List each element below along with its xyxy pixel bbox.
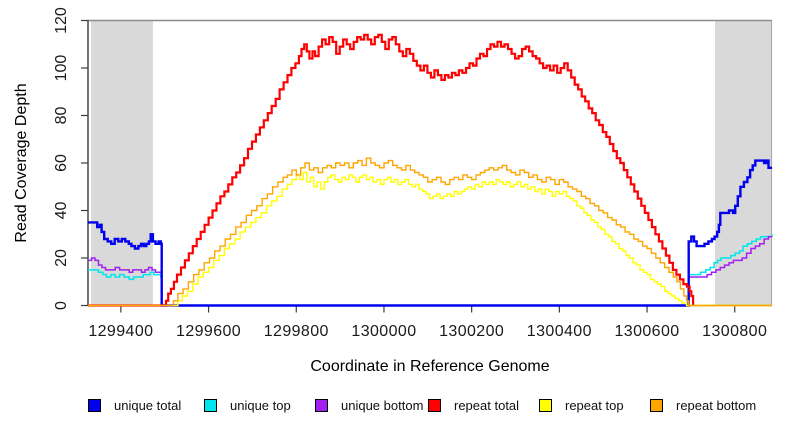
x-tick-label: 1299600 bbox=[176, 323, 241, 340]
series-repeat-top bbox=[88, 171, 772, 307]
series-repeat-bottom bbox=[88, 157, 772, 307]
x-tick-label: 1300400 bbox=[527, 323, 592, 340]
x-tick-label: 1300200 bbox=[439, 323, 504, 340]
x-tick-label: 1300800 bbox=[702, 323, 767, 340]
series-unique-total bbox=[88, 159, 772, 307]
y-tick-label: 20 bbox=[53, 249, 70, 267]
y-tick-label: 40 bbox=[53, 202, 70, 220]
x-tick-label: 1299400 bbox=[88, 323, 153, 340]
x-axis-label: Coordinate in Reference Genome bbox=[310, 358, 549, 375]
y-tick-label: 120 bbox=[53, 7, 70, 34]
y-tick-label: 0 bbox=[53, 301, 70, 310]
y-tick-label: 80 bbox=[53, 107, 70, 125]
x-tick-label: 1299800 bbox=[264, 323, 329, 340]
y-tick-label: 100 bbox=[53, 55, 70, 82]
y-tick-label: 60 bbox=[53, 154, 70, 172]
y-axis-label: Read Coverage Depth bbox=[13, 83, 30, 242]
x-tick-label: 1300600 bbox=[614, 323, 679, 340]
x-tick-label: 1300000 bbox=[351, 323, 416, 340]
shaded-region bbox=[91, 21, 153, 305]
plot-area: 1299400 1299600 1299800 1300000 1300200 13004… bbox=[53, 7, 773, 340]
series-repeat-total bbox=[88, 33, 695, 307]
